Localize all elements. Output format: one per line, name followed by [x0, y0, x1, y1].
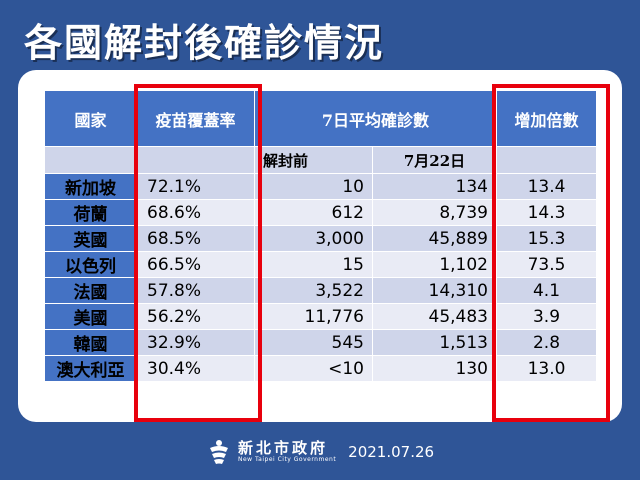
subheader-before: 解封前 — [254, 146, 373, 174]
cell-before: 3,000 — [254, 225, 373, 252]
subheader-date: 7月22日 — [372, 146, 497, 174]
cell-before: 545 — [254, 329, 373, 356]
cell-before: 3,522 — [254, 277, 373, 304]
table-row: 以色列 66.5% 15 1,102 73.5 — [44, 251, 597, 278]
cell-country: 法國 — [44, 277, 137, 304]
cell-country: 韓國 — [44, 329, 137, 356]
cell-multiplier: 4.1 — [496, 277, 597, 304]
header-multiplier: 增加倍數 — [496, 90, 597, 147]
cell-country: 荷蘭 — [44, 199, 137, 226]
cell-country: 英國 — [44, 225, 137, 252]
cell-after: 45,483 — [372, 303, 497, 330]
cell-multiplier: 13.4 — [496, 173, 597, 200]
header-country: 國家 — [44, 90, 137, 147]
footer: 新北市政府 New Taipei City Government 2021.07… — [206, 438, 434, 466]
cell-before: 10 — [254, 173, 373, 200]
cell-country: 新加坡 — [44, 173, 137, 200]
table-row: 澳大利亞 30.4% <10 130 13.0 — [44, 355, 597, 382]
cell-after: 1,102 — [372, 251, 497, 278]
cell-multiplier: 3.9 — [496, 303, 597, 330]
cell-multiplier: 15.3 — [496, 225, 597, 252]
cell-vaccine: 57.8% — [136, 277, 255, 304]
page-title: 各國解封後確診情況 — [24, 20, 385, 65]
cell-vaccine: 30.4% — [136, 355, 255, 382]
cell-country: 以色列 — [44, 251, 137, 278]
vaccine-highlight-box — [134, 84, 262, 422]
cell-country: 美國 — [44, 303, 137, 330]
cell-after: 8,739 — [372, 199, 497, 226]
table-row: 英國 68.5% 3,000 45,889 15.3 — [44, 225, 597, 252]
cell-before: 612 — [254, 199, 373, 226]
footer-date: 2021.07.26 — [348, 443, 435, 461]
city-logo-icon — [210, 440, 228, 464]
org-name: 新北市政府 — [238, 439, 329, 457]
table-row: 新加坡 72.1% 10 134 13.4 — [44, 173, 597, 200]
cell-before: 11,776 — [254, 303, 373, 330]
cell-vaccine: 66.5% — [136, 251, 255, 278]
subheader-empty — [496, 146, 597, 174]
cell-after: 45,889 — [372, 225, 497, 252]
cell-multiplier: 13.0 — [496, 355, 597, 382]
cell-vaccine: 56.2% — [136, 303, 255, 330]
covid-table: 國家 疫苗覆蓋率 7日平均確診數 增加倍數 解封前 7月22日 新加坡 72.1%… — [44, 90, 597, 382]
table-row: 韓國 32.9% 545 1,513 2.8 — [44, 329, 597, 356]
multiplier-highlight-box — [492, 84, 610, 422]
cell-after: 134 — [372, 173, 497, 200]
header-avg: 7日平均確診數 — [254, 90, 497, 147]
cell-before: <10 — [254, 355, 373, 382]
cell-country: 澳大利亞 — [44, 355, 137, 382]
org-name-en: New Taipei City Government — [238, 456, 337, 463]
header-vaccine: 疫苗覆蓋率 — [136, 90, 255, 147]
cell-vaccine: 68.5% — [136, 225, 255, 252]
cell-after: 130 — [372, 355, 497, 382]
org-block: 新北市政府 New Taipei City Government — [238, 440, 336, 464]
cell-before: 15 — [254, 251, 373, 278]
cell-multiplier: 2.8 — [496, 329, 597, 356]
cell-vaccine: 68.6% — [136, 199, 255, 226]
table-row: 荷蘭 68.6% 612 8,739 14.3 — [44, 199, 597, 226]
subheader-empty — [44, 146, 137, 174]
cell-after: 1,513 — [372, 329, 497, 356]
cell-multiplier: 14.3 — [496, 199, 597, 226]
cell-after: 14,310 — [372, 277, 497, 304]
table-row: 美國 56.2% 11,776 45,483 3.9 — [44, 303, 597, 330]
